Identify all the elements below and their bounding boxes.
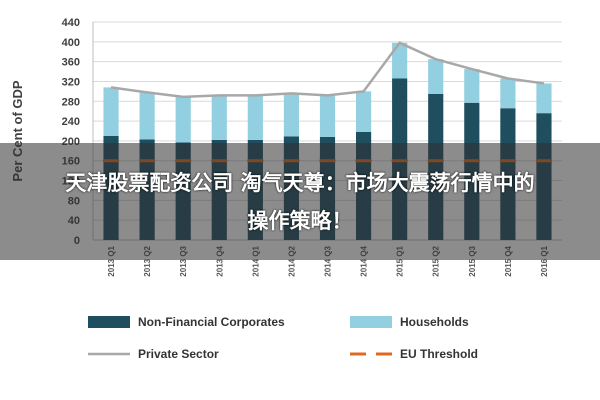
legend-swatch-households (350, 316, 392, 328)
y-tick-label: 440 (62, 17, 80, 29)
y-tick-label: 400 (62, 37, 80, 49)
x-tick-label: 2014 Q3 (324, 245, 333, 276)
x-tick-label: 2016 Q1 (540, 245, 549, 276)
legend-swatch-non-financial-corporates (88, 316, 130, 328)
legend-label-eu-threshold: EU Threshold (400, 347, 478, 361)
legend-label-non-financial-corporates: Non-Financial Corporates (138, 315, 285, 329)
overlay-line-1: 天津股票配资公司 淘气天尊：市场大震荡行情中的 (65, 170, 535, 195)
x-tick-label: 2015 Q3 (468, 245, 477, 276)
y-tick-label: 280 (62, 96, 80, 108)
bar-households (139, 92, 155, 140)
bar-households (392, 42, 408, 79)
x-tick-label: 2015 Q4 (504, 245, 513, 276)
x-tick-label: 2013 Q1 (107, 245, 116, 276)
bar-households (500, 78, 516, 109)
bar-households (175, 96, 191, 143)
bar-households (103, 87, 119, 136)
legend-label-households: Households (400, 315, 469, 329)
line-private-sector (110, 41, 545, 99)
overlay-banner[interactable]: 天津股票配资公司 淘气天尊：市场大震荡行情中的 操作策略！ (0, 143, 600, 260)
x-tick-label: 2015 Q1 (396, 245, 405, 276)
x-tick-label: 2013 Q2 (143, 245, 152, 276)
x-tick-label: 2015 Q2 (432, 245, 441, 276)
y-tick-label: 240 (62, 116, 80, 128)
x-tick-label: 2014 Q2 (287, 245, 296, 276)
bar-households (464, 69, 480, 103)
bar-households (211, 95, 227, 140)
legend: Non-Financial Corporates Households Privat… (88, 315, 478, 361)
x-tick-label: 2013 Q3 (179, 245, 188, 276)
bar-households (247, 95, 263, 140)
x-tick-label: 2013 Q4 (215, 245, 224, 276)
legend-label-private-sector: Private Sector (138, 347, 219, 361)
bar-households (356, 91, 372, 132)
bar-households (283, 93, 299, 137)
bar-households (319, 95, 336, 137)
x-tick-label: 2014 Q1 (251, 245, 260, 276)
bar-households (428, 59, 444, 94)
overlay-text: 天津股票配资公司 淘气天尊：市场大震荡行情中的 操作策略！ (10, 164, 590, 240)
x-tick-label: 2014 Q4 (360, 245, 369, 276)
x-axis: 2013 Q1 2013 Q2 2013 Q3 2013 Q4 2014 Q1 2014 … (107, 245, 549, 276)
overlay-line-2: 操作策略！ (247, 208, 353, 233)
bar-households (536, 83, 552, 114)
y-tick-label: 320 (62, 76, 80, 88)
y-tick-label: 360 (62, 57, 80, 69)
